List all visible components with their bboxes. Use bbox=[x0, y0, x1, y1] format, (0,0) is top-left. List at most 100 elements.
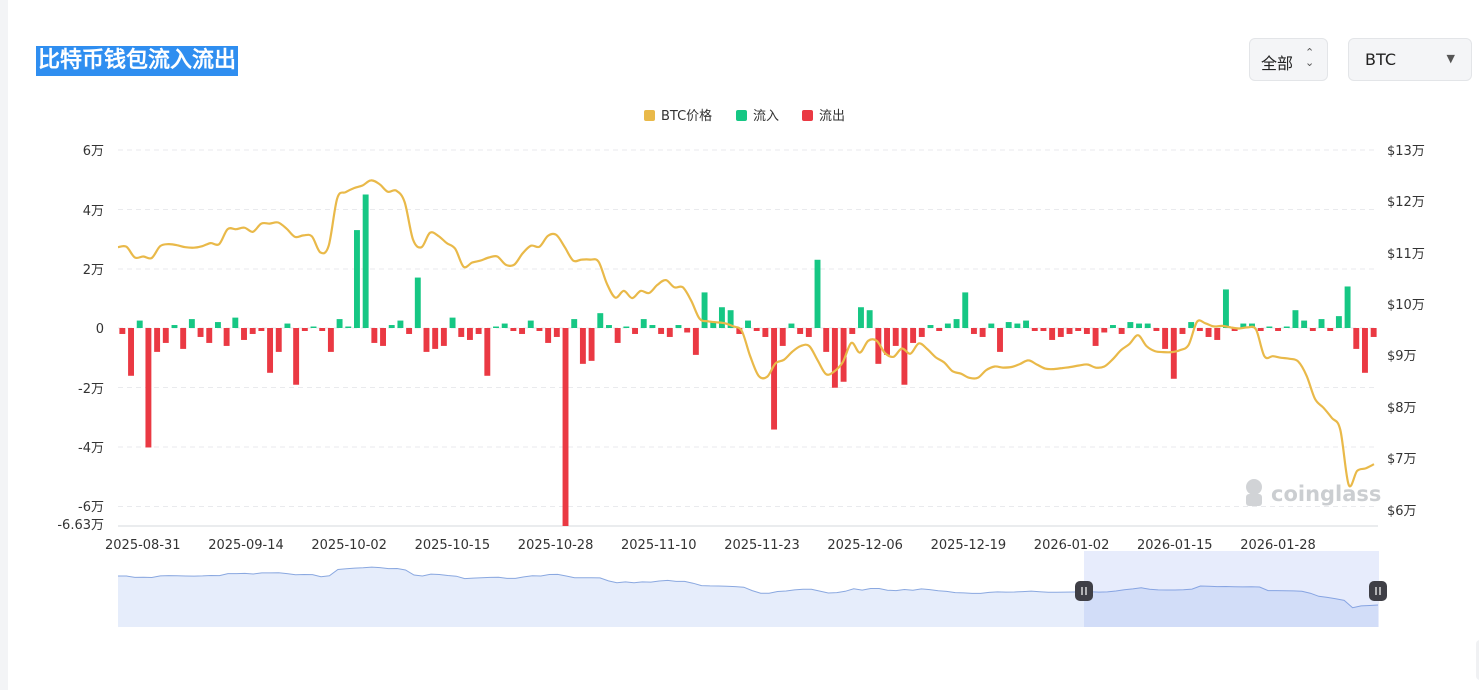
outflow-bar bbox=[1049, 328, 1056, 340]
inflow-bar bbox=[1283, 326, 1290, 328]
outflow-bar bbox=[1309, 328, 1316, 331]
outflow-bar bbox=[884, 328, 890, 355]
inflow-bar bbox=[1014, 323, 1021, 328]
x-axis-tick-label: 2025-10-02 bbox=[311, 538, 387, 553]
inflow-bar bbox=[727, 310, 734, 328]
time-range-select[interactable]: 全部 ⌃ ⌄ bbox=[1249, 38, 1328, 81]
x-axis-tick-label: 2025-10-15 bbox=[415, 538, 491, 553]
outflow-bar bbox=[614, 328, 621, 343]
outflow-bar bbox=[1083, 328, 1090, 334]
left-axis-tick-label: 4万 bbox=[83, 204, 104, 219]
outflow-bar bbox=[579, 328, 586, 364]
inflow-bar bbox=[388, 325, 395, 328]
outflow-bar bbox=[1214, 328, 1221, 340]
inflow-bar bbox=[1222, 289, 1229, 328]
inflow-bar bbox=[188, 319, 195, 328]
outflow-bar bbox=[440, 328, 447, 346]
navigator-right-handle[interactable] bbox=[1369, 581, 1387, 601]
inflow-bar bbox=[1318, 319, 1325, 328]
outflow-bar bbox=[762, 328, 769, 337]
outflow-bar bbox=[1092, 328, 1099, 346]
right-axis-tick-label: $12万 bbox=[1387, 195, 1425, 210]
inflow-bar bbox=[788, 323, 795, 328]
coin-select[interactable]: BTC ▼ bbox=[1348, 38, 1472, 81]
inflow-bar bbox=[718, 307, 725, 328]
outflow-bar bbox=[892, 328, 899, 346]
btc-price-line bbox=[117, 179, 1375, 488]
inflow-bar bbox=[1144, 323, 1151, 328]
navigator-selection[interactable] bbox=[1084, 551, 1379, 627]
outflow-bar bbox=[466, 328, 473, 340]
chevron-down-icon: ▼ bbox=[1446, 52, 1455, 65]
watermark-text: coinglass bbox=[1271, 482, 1381, 506]
legend: BTC价格 流入 流出 bbox=[644, 108, 845, 124]
inflow-bar bbox=[710, 322, 717, 328]
left-axis-tick-label: 6万 bbox=[83, 144, 104, 159]
outflow-bar bbox=[145, 328, 152, 448]
outflow-bar bbox=[875, 328, 882, 364]
right-axis-tick-label: $9万 bbox=[1387, 349, 1417, 364]
left-axis-tick-label: -4万 bbox=[78, 441, 104, 456]
outflow-bar bbox=[1231, 328, 1238, 331]
inflow-bar bbox=[1240, 323, 1247, 328]
outflow-bar bbox=[849, 328, 856, 334]
outflow-bar bbox=[128, 328, 134, 376]
outflow-bar bbox=[1075, 328, 1082, 331]
coinglass-watermark: coinglass bbox=[1246, 479, 1381, 506]
inflow-bar bbox=[414, 277, 421, 328]
outflow-bar bbox=[1275, 328, 1282, 331]
outflow-bar bbox=[970, 328, 977, 334]
inflow-bar bbox=[397, 320, 404, 328]
navigator-area bbox=[118, 567, 1378, 627]
inflow-bar bbox=[623, 326, 630, 328]
outflow-bar bbox=[1205, 328, 1212, 337]
outflow-bar bbox=[301, 328, 308, 331]
navigator-left-handle[interactable] bbox=[1075, 581, 1093, 601]
inflow-bar bbox=[1335, 316, 1342, 328]
outflow-bar bbox=[423, 328, 430, 352]
inflow-bar bbox=[1344, 286, 1351, 328]
outflow-bar bbox=[562, 328, 569, 526]
coinglass-logo-icon bbox=[1246, 479, 1262, 495]
outflow-bar bbox=[206, 328, 213, 343]
right-axis-tick-label: $7万 bbox=[1387, 452, 1417, 467]
left-axis-tick-label: -6万 bbox=[78, 500, 104, 515]
left-axis-tick-label: 2万 bbox=[83, 263, 104, 278]
outflow-bar bbox=[588, 328, 595, 361]
outflow-bar bbox=[180, 328, 187, 349]
outflow-bar bbox=[771, 328, 778, 430]
outflow-bar bbox=[1118, 328, 1125, 334]
outflow-bar bbox=[197, 328, 204, 337]
right-axis-tick-label: $11万 bbox=[1387, 247, 1425, 262]
outflow-bar bbox=[319, 328, 326, 331]
outflow-bar bbox=[658, 328, 665, 334]
legend-label: 流出 bbox=[819, 109, 845, 124]
inflow-bar bbox=[944, 323, 951, 328]
legend-swatch bbox=[802, 110, 813, 121]
x-axis-tick-label: 2025-10-28 bbox=[518, 538, 594, 553]
outflow-bar bbox=[901, 328, 908, 385]
x-axis-tick-label: 2025-12-19 bbox=[931, 538, 1007, 553]
outflow-bar bbox=[1057, 328, 1064, 337]
outflow-bar bbox=[162, 328, 169, 343]
outflow-bar bbox=[327, 328, 334, 352]
outflow-bar bbox=[553, 328, 560, 337]
inflow-bar bbox=[1005, 322, 1012, 328]
inflow-bar bbox=[571, 319, 578, 328]
outflow-bar bbox=[797, 328, 804, 334]
outflow-bar bbox=[666, 328, 673, 337]
scroll-tab[interactable] bbox=[1476, 640, 1479, 680]
outflow-bar bbox=[406, 328, 413, 334]
outflow-bar bbox=[1066, 328, 1073, 334]
outflow-bar bbox=[432, 328, 439, 349]
outflow-bar bbox=[275, 328, 282, 352]
outflow-bar bbox=[840, 328, 847, 382]
right-axis-tick-label: $13万 bbox=[1387, 144, 1425, 159]
outflow-bar bbox=[510, 328, 517, 331]
x-axis-tick-label: 2026-01-15 bbox=[1137, 538, 1213, 553]
outflow-bar bbox=[1327, 328, 1334, 331]
inflow-bar bbox=[354, 230, 360, 328]
inflow-bar bbox=[336, 319, 343, 328]
outflow-bar bbox=[1170, 328, 1177, 379]
outflow-bar bbox=[536, 328, 543, 331]
